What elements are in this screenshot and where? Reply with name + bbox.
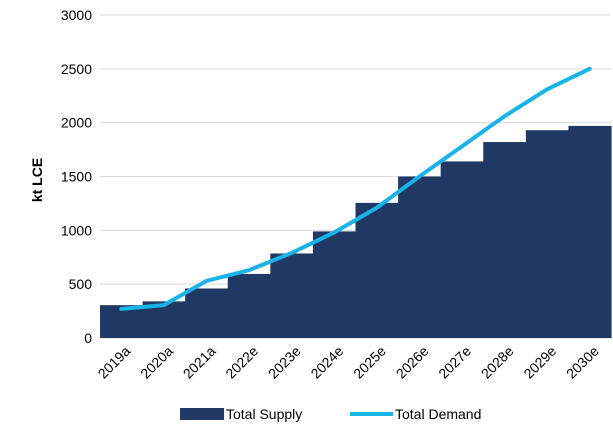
y-tick-label: 2500	[61, 61, 92, 77]
x-tick-label: 2019a	[95, 343, 134, 382]
x-tick-label: 2023e	[265, 343, 304, 382]
y-tick-label: 500	[69, 276, 93, 292]
x-tick-label: 2021a	[180, 343, 219, 382]
y-axis-title: kt LCE	[29, 158, 45, 202]
supply-bar	[568, 126, 611, 338]
supply-bar	[185, 288, 228, 338]
supply-bar	[313, 231, 356, 338]
x-tick-label: 2026e	[393, 343, 432, 382]
y-tick-labels: 0 500 1000 1500 2000 2500 3000	[61, 7, 92, 346]
x-tick-label: 2022e	[222, 343, 261, 382]
x-tick-label: 2020a	[137, 343, 176, 382]
y-tick-label: 1000	[61, 222, 92, 238]
supply-bar	[228, 274, 271, 338]
legend-label-supply: Total Supply	[226, 406, 302, 422]
y-tick-label: 3000	[61, 7, 92, 23]
x-tick-label: 2030e	[563, 343, 602, 382]
legend-label-demand: Total Demand	[395, 406, 481, 422]
x-tick-label: 2027e	[435, 343, 474, 382]
x-tick-label: 2029e	[520, 343, 559, 382]
x-tick-label: 2025e	[350, 343, 389, 382]
x-tick-label: 2024e	[307, 343, 346, 382]
y-tick-label: 1500	[61, 169, 92, 185]
supply-bars	[100, 126, 612, 338]
supply-bar	[270, 253, 313, 338]
y-tick-label: 2000	[61, 115, 92, 131]
legend: Total Supply Total Demand	[180, 406, 481, 422]
supply-bar	[526, 130, 569, 338]
supply-bar	[483, 142, 526, 338]
supply-bar	[441, 161, 484, 338]
supply-bar	[398, 177, 441, 339]
y-tick-label: 0	[84, 330, 92, 346]
legend-swatch-supply	[180, 408, 224, 420]
x-tick-label: 2028e	[478, 343, 517, 382]
supply-bar	[356, 203, 399, 338]
